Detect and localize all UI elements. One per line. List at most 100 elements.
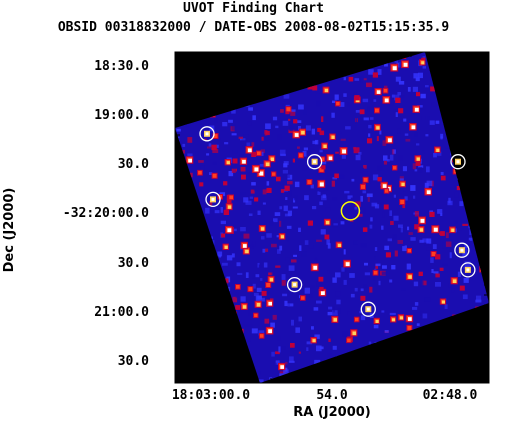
noise-pixel [373,277,376,281]
noise-pixel [457,271,461,277]
noise-pixel [286,225,292,229]
star-source [235,284,241,290]
noise-pixel [363,117,369,121]
noise-pixel [262,153,267,157]
noise-pixel [382,265,387,269]
noise-pixel [355,118,358,124]
noise-pixel [275,125,279,129]
star-source [267,275,275,283]
noise-pixel [241,136,246,142]
noise-pixel [250,189,255,194]
noise-pixel [367,196,370,202]
star-source [265,282,272,288]
noise-pixel [427,116,430,121]
noise-pixel [366,82,372,88]
noise-pixel [332,197,338,201]
noise-pixel [327,243,331,249]
star-source [245,146,253,154]
noise-pixel [398,95,405,99]
noise-pixel [358,151,362,155]
star-source [223,181,228,186]
star-source [434,146,441,153]
noise-pixel [279,149,286,156]
noise-pixel [182,143,186,147]
y-tick-label: 30.0 [118,256,149,271]
axis-ticks: 18:03:00.0 54.0 02:48.0 18:30.0 19:00.0 30.0 -… [63,52,489,403]
noise-pixel [408,229,411,235]
noise-pixel [276,235,281,238]
star-source [373,317,380,325]
noise-pixel [262,372,268,379]
star-source [439,298,447,305]
noise-pixel [272,314,277,320]
noise-pixel [462,251,467,257]
noise-pixel [344,190,350,194]
noise-pixel [402,203,406,209]
noise-pixel [280,189,285,193]
star-source [324,234,330,240]
noise-pixel [243,134,249,139]
noise-pixel [214,210,220,214]
noise-pixel [279,206,283,210]
star-source [382,96,391,104]
noise-pixel [238,136,243,139]
star-source [253,312,259,319]
noise-pixel [261,151,264,156]
star-source [199,182,204,187]
noise-pixel [275,265,281,268]
noise-pixel [337,308,341,314]
noise-pixel [217,138,221,141]
noise-pixel [306,347,309,351]
noise-pixel [396,62,401,68]
noise-pixel [422,280,427,286]
noise-pixel [341,154,346,159]
noise-pixel [442,263,448,266]
star-source [232,158,238,164]
noise-pixel [317,191,321,195]
noise-pixel [265,130,270,136]
noise-pixel [279,220,282,227]
noise-pixel [331,112,335,118]
noise-pixel [360,243,367,248]
star-source [306,179,313,186]
star-source [401,60,409,69]
noise-pixel [362,171,368,178]
noise-pixel [418,72,423,79]
star-source [374,107,380,114]
noise-pixel [448,197,451,204]
noise-pixel [412,86,418,92]
noise-pixel [277,249,281,254]
noise-pixel [397,92,401,96]
marked-source [464,266,471,273]
y-tick-label: 30.0 [118,157,149,172]
noise-pixel [412,306,418,310]
star-source [239,157,248,165]
noise-pixel [347,195,353,200]
noise-pixel [243,233,250,239]
star-source [414,155,422,162]
noise-pixel [422,238,429,243]
noise-pixel [355,154,361,161]
noise-pixel [431,269,434,273]
noise-pixel [261,297,265,302]
star-source [383,204,389,210]
noise-pixel [286,236,290,242]
star-source [225,225,233,234]
noise-pixel [369,117,374,120]
noise-pixel [387,238,392,242]
star-source [235,305,240,310]
noise-pixel [339,174,345,179]
star-source [430,86,435,92]
noise-pixel [226,232,232,239]
noise-pixel [176,128,181,132]
noise-pixel [231,124,236,131]
star-source [354,95,360,101]
star-source [256,150,262,157]
noise-pixel [209,200,213,206]
star-source [228,194,234,201]
noise-pixel [381,271,387,275]
noise-pixel [281,280,286,286]
star-source [226,198,232,204]
noise-pixel [433,271,439,274]
star-source [362,176,369,183]
